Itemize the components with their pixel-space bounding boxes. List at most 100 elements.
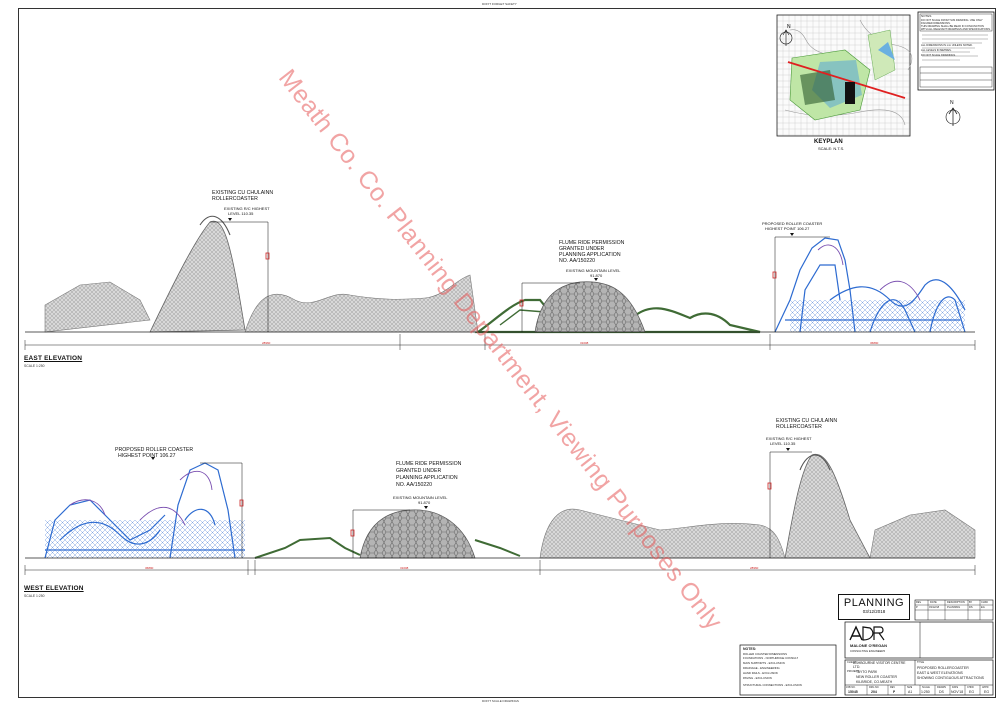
- rev-row-chkd: EG: [981, 606, 985, 609]
- west-flume-label-1: FLUME RIDE PERMISSION: [396, 461, 462, 467]
- rev-label: REV: [890, 686, 895, 689]
- west-mountain-label-1: EXISTING MOUNTAIN LEVEL: [393, 495, 448, 500]
- east-cu-label-1: EXISTING CU CHULAINN: [212, 190, 274, 196]
- notes-box: [917, 11, 995, 91]
- rev-row-date: 03/12/18: [929, 606, 940, 609]
- checked-label: CHKD: [967, 686, 974, 689]
- west-mountain-label-2: 91.870: [418, 500, 431, 505]
- sheet-edge-bottom-note: DON'T SCALE DRAWINGS: [482, 699, 519, 703]
- east-elevation-scale: SCALE 1:250: [24, 364, 45, 368]
- tb-note-6: PAVING - EXCLUSION: [743, 677, 772, 680]
- east-cu-level-2: LEVEL 110.35: [228, 211, 254, 216]
- sheet-edge-top-note: DON'T FORGET SAFETY: [482, 2, 517, 6]
- title-line-2: EAST & WEST ELEVATIONS: [917, 671, 963, 675]
- rev-row-rev: P: [916, 606, 918, 609]
- job-no-label: JOB NO.: [846, 686, 856, 689]
- keyplan-title: KEYPLAN: [814, 139, 843, 145]
- rev-header-chkd: CHKD: [981, 601, 989, 604]
- size-label: SIZE: [907, 686, 913, 689]
- west-elevation: [24, 448, 976, 575]
- drawing-no-label: DRG NO.: [869, 686, 880, 689]
- tb-note-5: HAND RAILS - EXCLUSION: [743, 672, 779, 675]
- rev-row-description: PLANNING: [947, 606, 961, 609]
- east-dim-1: 28960: [262, 341, 271, 345]
- east-mountain-label-2: 91.870: [590, 273, 603, 278]
- tb-note-2: FOUNDATIONS - NORTHRIDGE CONSULT: [743, 657, 799, 660]
- tb-notes-title: NOTES:: [743, 647, 757, 651]
- notes-box-line-1: DO NOT SCALE FROM THIS DRAWING. USE ONLY…: [921, 19, 983, 25]
- scale-value: 1:250: [921, 690, 930, 694]
- east-dim-3: 36890: [870, 341, 879, 345]
- planning-stamp: PLANNING 03/12/2018: [838, 594, 910, 620]
- rev-row-by: DS: [969, 606, 973, 609]
- title-line-3: SHOWING CONTIGUOUS ATTRACTIONS: [917, 676, 985, 680]
- project-line-1: TAYTO PARK: [856, 670, 878, 674]
- project-line-2: NEW ROLLER COASTER: [856, 675, 898, 679]
- west-cu-label-2: ROLLERCOASTER: [776, 424, 822, 430]
- east-elevation: [24, 215, 976, 350]
- approved-label: APPD: [982, 686, 989, 689]
- west-elevation-scale: SCALE 1:250: [24, 594, 45, 598]
- project-label: PROJECT: [847, 670, 860, 673]
- west-flume-label-3: PLANNING APPLICATION: [396, 475, 458, 481]
- west-flume-label-2: GRANTED UNDER: [396, 468, 442, 474]
- east-flume-label-3: PLANNING APPLICATION: [559, 252, 621, 258]
- rev-header-date: DATE: [930, 601, 937, 604]
- company-name: MALONE O'REGAN: [850, 644, 887, 648]
- drawn-value: DS: [939, 690, 944, 694]
- rev-value: P: [893, 690, 896, 694]
- west-elevation-title: WEST ELEVATION: [24, 585, 84, 592]
- keyplan-scale: SCALE: N.T.S.: [818, 146, 845, 151]
- west-proposed-label-1: PROPOSED ROLLER COASTER: [115, 447, 194, 453]
- notes-box-line-3: ALL DIMENSIONS IN mm UNLESS NOTED.: [921, 44, 973, 47]
- rev-header-description: DESCRIPTION: [947, 601, 965, 604]
- job-no-value: 15045: [848, 690, 858, 694]
- rev-header-by: BY: [969, 601, 973, 604]
- approved-value: EG: [984, 690, 990, 694]
- notes-box-line-2: THIS DRAWING SHALL BE READ IN CONJUNCTIO…: [921, 25, 991, 31]
- mor-logo-icon: [849, 625, 885, 641]
- drawn-label: DRAWN: [937, 686, 946, 689]
- company-subtitle: CONSULTING ENGINEERS: [850, 649, 886, 653]
- keyplan-north-label: N: [787, 24, 791, 30]
- date-value: NOV'18: [951, 690, 964, 694]
- west-dim-2: 31008: [400, 566, 409, 570]
- planning-stamp-label: PLANNING: [843, 597, 905, 609]
- west-proposed-label-2: HIGHEST POINT 106.27: [118, 453, 176, 459]
- planning-stamp-date: 03/12/2018: [862, 609, 886, 614]
- west-dim-1: 36890: [145, 566, 154, 570]
- notes-box-line-5: DO NOT SCALE DRAWINGS.: [921, 54, 956, 57]
- west-cu-level-1: EXISTING R/C HIGHEST: [766, 436, 812, 441]
- east-proposed-label-1: PROPOSED ROLLER COASTER: [762, 221, 823, 226]
- keyplan-map: [776, 14, 913, 137]
- north-marker-label: N: [950, 100, 954, 106]
- east-cu-label-2: ROLLERCOASTER: [212, 196, 258, 202]
- scale-label: SCALE: [922, 686, 930, 689]
- title-block-frame: [739, 599, 994, 696]
- north-arrow-icon: [945, 107, 961, 126]
- client-name: ASHBOURNE VISITOR CENTRE LTD.: [853, 661, 906, 670]
- east-cu-level-1: EXISTING R/C HIGHEST: [224, 206, 270, 211]
- west-flume-label-4: NO. AA/150220: [396, 482, 433, 488]
- rev-header-rev: REV: [916, 601, 922, 604]
- tb-note-3: MAIN SUPPORTS - EXCLUSION: [743, 662, 785, 665]
- date-label: DATE: [952, 686, 959, 689]
- client-label: CLIENT: [847, 661, 857, 664]
- east-flume-label-2: GRANTED UNDER: [559, 246, 605, 252]
- east-flume-label-1: FLUME RIDE PERMISSION: [559, 240, 625, 246]
- title-line-1: PROPOSED ROLLERCOASTER: [917, 666, 969, 670]
- east-dim-2: 31008: [580, 341, 589, 345]
- tb-note-1: ROLLER COASTER DIMENSIONS: [743, 653, 787, 656]
- east-flume-label-4: NO. AA/150220: [559, 258, 596, 264]
- notes-box-line-4: ALL LEVELS IN METRES.: [921, 49, 952, 52]
- east-elevation-title: EAST ELEVATION: [24, 355, 83, 362]
- notes-box-header: NOTES: [921, 15, 932, 18]
- west-cu-label-1: EXISTING CU CHULAINN: [776, 418, 838, 424]
- checked-value: EG: [969, 690, 975, 694]
- tb-note-7: STRUCTURAL CONNECTIONS - EXCLUSION: [743, 684, 802, 687]
- drawing-frame: [18, 8, 996, 698]
- title-label: TITLE: [917, 661, 925, 664]
- tb-note-4: DRAINAGE - ENGINEERING: [743, 667, 780, 670]
